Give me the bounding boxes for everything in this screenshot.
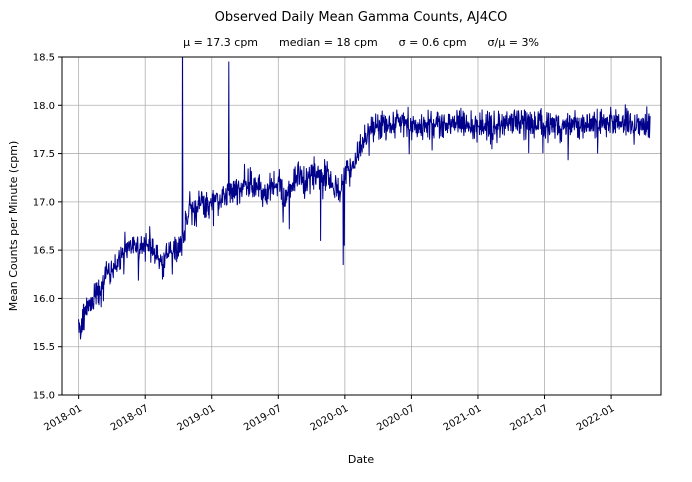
x-tick-label: 2020-07 (375, 403, 417, 433)
plot-border (61, 56, 662, 396)
chart-title: Observed Daily Mean Gamma Counts, AJ4CO (215, 10, 508, 25)
y-tick-label: 17.5 (33, 149, 55, 160)
y-tick-label: 16.5 (33, 246, 55, 257)
x-tick-label: 2019-07 (242, 403, 284, 433)
y-axis-label: Mean Counts per Minute (cpm) (7, 141, 20, 312)
x-axis-label: Date (348, 453, 375, 466)
x-tick-label: 2018-07 (109, 403, 151, 433)
chart-subtitle: μ = 17.3 cpm median = 18 cpm σ = 0.6 cpm… (183, 36, 539, 49)
y-tick-label: 16.0 (33, 294, 55, 305)
x-tick-label: 2019-01 (176, 403, 218, 433)
y-tick-label: 18.5 (33, 53, 55, 64)
grid-lines (62, 56, 661, 396)
y-tick-label: 17.0 (33, 197, 55, 208)
y-tick-label: 15.5 (33, 342, 55, 353)
axes (61, 56, 662, 396)
tick-marks (58, 56, 612, 399)
y-tick-label: 15.0 (33, 391, 55, 402)
x-tick-label: 2021-01 (442, 403, 484, 433)
y-tick-label: 18.0 (33, 101, 55, 112)
x-tick-label: 2021-07 (508, 403, 550, 433)
x-tick-label: 2022-01 (575, 403, 617, 433)
x-tick-label: 2020-01 (309, 403, 351, 433)
x-tick-label: 2018-01 (42, 403, 84, 433)
series-line-daily-mean-gamma-counts (78, 57, 651, 340)
data-series (78, 57, 651, 340)
tick-labels: 2018-01 2018-07 2019-01 2019-07 2020-01 2020-… (33, 53, 617, 434)
